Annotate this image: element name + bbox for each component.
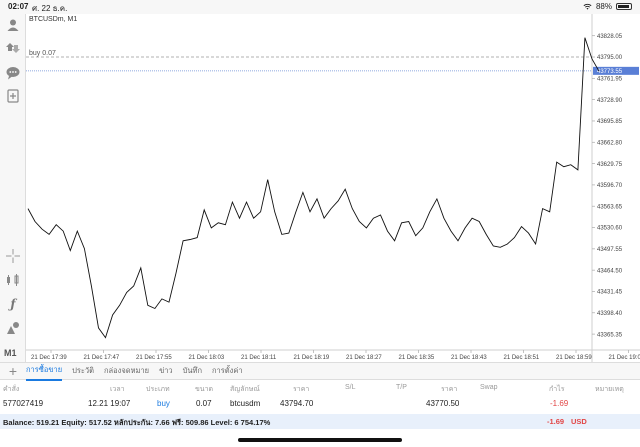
chart-canvas: 43828.05 43795.00 43761.95 43728.90 43695.85… — [26, 14, 640, 362]
y-tick-label: 43761.95 — [597, 77, 623, 83]
col-comment: หมายเหตุ — [595, 386, 624, 393]
current-price-tag — [593, 66, 639, 75]
x-tick-label: 21 Dec 19:07 — [609, 355, 640, 361]
col-swap: Swap — [480, 384, 498, 391]
col-size: ขนาด — [195, 386, 214, 393]
table-header: คำสั่ง เวลา ประเภท ขนาด สัญลักษณ์ ราคา S… — [0, 381, 640, 395]
x-tick-label: 21 Dec 17:47 — [84, 355, 120, 361]
home-indicator — [238, 438, 402, 442]
y-tick-label: 43629.75 — [597, 162, 623, 168]
y-tick-label: 43497.55 — [597, 247, 623, 253]
col-price: ราคา — [441, 386, 458, 393]
y-tick-label: 43464.50 — [597, 268, 623, 274]
order-label: buy 0.07 — [29, 50, 56, 57]
row-type: buy — [157, 399, 170, 408]
function-icon[interactable]: ƒ — [5, 296, 21, 312]
y-tick-label: 43795.00 — [597, 55, 623, 61]
col-ticket: คำสั่ง — [3, 386, 20, 393]
total-profit: -1.69 — [547, 417, 565, 426]
crosshair-icon[interactable] — [5, 248, 21, 264]
row-time: 12.21 19:07 — [88, 399, 131, 408]
timeframe-label[interactable]: M1 — [4, 348, 17, 358]
col-open-price: ราคา — [293, 386, 310, 393]
x-tick-label: 21 Dec 18:11 — [241, 355, 277, 361]
account-icon[interactable] — [5, 17, 21, 33]
x-tick-label: 21 Dec 17:39 — [31, 355, 67, 361]
price-line — [27, 37, 600, 339]
price-chart[interactable]: 43828.05 43795.00 43761.95 43728.90 43695.85… — [26, 14, 640, 362]
row-open-price: 43794.70 — [280, 399, 314, 408]
x-tick-label: 21 Dec 18:51 — [504, 355, 540, 361]
x-tick-label: 21 Dec 18:19 — [294, 355, 330, 361]
row-price: 43770.50 — [426, 399, 460, 408]
indicators-icon[interactable] — [5, 272, 21, 288]
row-ticket: 577027419 — [3, 399, 44, 408]
x-tick-label: 21 Dec 18:35 — [399, 355, 435, 361]
tab-news[interactable]: ข่าว — [159, 366, 173, 375]
battery-icon — [616, 3, 632, 10]
chat-icon[interactable] — [5, 65, 21, 81]
add-icon[interactable]: + — [8, 363, 18, 379]
x-tick-label: 21 Dec 18:43 — [451, 355, 487, 361]
trade-icon[interactable] — [5, 40, 21, 56]
current-price-label: 43773.55 — [597, 69, 623, 75]
status-date: ศ. 22 ธ.ค. — [32, 4, 68, 13]
row-size: 0.07 — [196, 399, 212, 408]
left-toolbar: ƒ M1 — [0, 14, 26, 362]
y-tick-label: 43728.90 — [597, 98, 623, 104]
x-tick-label: 21 Dec 18:27 — [346, 355, 382, 361]
y-tick-label: 43695.85 — [597, 119, 623, 125]
function-glyph: ƒ — [10, 297, 16, 311]
tab-trade[interactable]: การซื้อขาย — [26, 361, 63, 381]
x-tick-label: 21 Dec 18:03 — [189, 355, 225, 361]
y-tick-label: 43828.05 — [597, 34, 623, 40]
y-tick-label: 43398.40 — [597, 311, 623, 317]
y-tick-label: 43596.70 — [597, 183, 623, 189]
col-profit: กำไร — [549, 386, 565, 393]
tab-settings[interactable]: การตั้งค่า — [212, 366, 243, 375]
row-symbol: btcusdm — [230, 399, 261, 408]
col-sl: S/L — [345, 384, 356, 391]
y-tick-label: 43530.60 — [597, 226, 623, 232]
tab-history[interactable]: ประวัติ — [72, 366, 95, 375]
table-row[interactable]: 577027419 12.21 19:07 buy 0.07 btcusdm 4… — [0, 396, 640, 414]
y-tick-label: 43662.80 — [597, 140, 623, 146]
row-profit: -1.69 — [550, 399, 569, 408]
bottom-tabs: + การซื้อขาย ประวัติ กล่องจดหมาย ข่าว บั… — [0, 361, 640, 381]
x-tick-label: 21 Dec 18:59 — [556, 355, 592, 361]
y-tick-label: 43563.65 — [597, 204, 623, 210]
balance-summary: Balance: 519.21 Equity: 517.52 หลักประกั… — [3, 418, 271, 427]
battery-percent: 88% — [595, 2, 612, 11]
new-order-icon[interactable] — [5, 88, 21, 104]
status-bar: 02:07 ศ. 22 ธ.ค. 88% — [0, 0, 640, 14]
col-type: ประเภท — [146, 386, 170, 393]
tab-mailbox[interactable]: กล่องจดหมาย — [104, 366, 150, 375]
x-tick-label: 21 Dec 17:55 — [136, 355, 172, 361]
col-symbol: สัญลักษณ์ — [230, 386, 260, 393]
y-tick-label: 43431.45 — [597, 290, 623, 296]
objects-icon[interactable] — [5, 320, 21, 336]
status-time: 02:07 — [8, 2, 29, 11]
y-tick-label: 43365.35 — [597, 332, 623, 338]
wifi-icon — [583, 3, 592, 10]
tab-journal[interactable]: บันทึก — [182, 366, 203, 375]
col-tp: T/P — [396, 384, 407, 391]
battery-fill — [618, 5, 629, 8]
currency-label: USD — [571, 417, 587, 426]
col-time: เวลา — [110, 386, 125, 393]
chart-symbol: BTCUSDm, M1 — [29, 16, 78, 23]
balance-bar: Balance: 519.21 Equity: 517.52 หลักประกั… — [0, 414, 640, 429]
status-indicators: 88% — [583, 2, 632, 11]
